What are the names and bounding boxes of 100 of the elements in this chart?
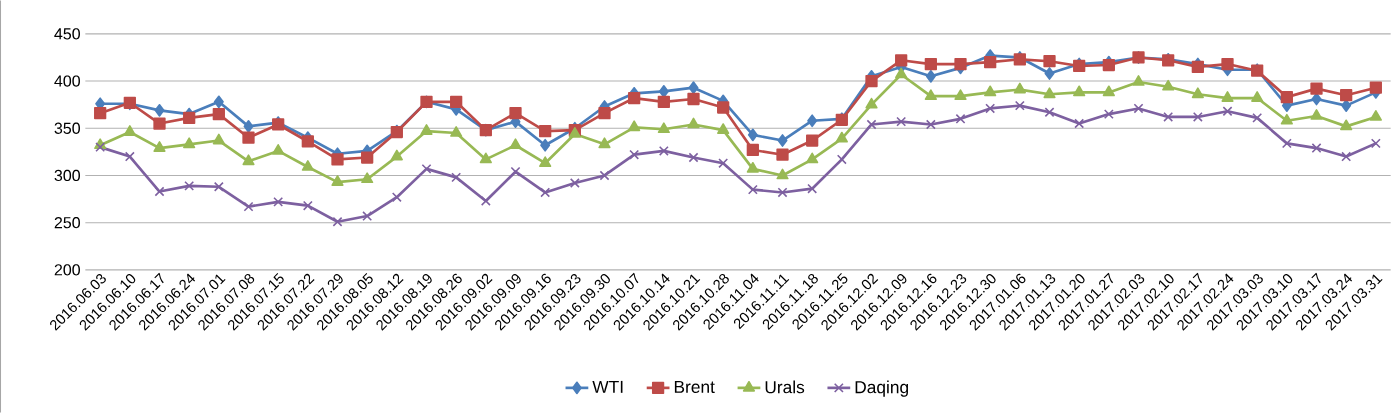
point <box>746 161 759 173</box>
point <box>242 154 255 166</box>
point <box>925 69 936 83</box>
point <box>777 134 788 147</box>
point <box>747 184 758 195</box>
point <box>687 92 700 106</box>
point <box>954 89 967 100</box>
point <box>273 196 284 207</box>
point <box>420 124 433 135</box>
point <box>1014 100 1025 111</box>
point <box>509 106 522 120</box>
point <box>331 175 344 186</box>
point <box>806 152 819 164</box>
point <box>184 180 195 191</box>
legend-label: Brent <box>674 380 715 393</box>
point <box>390 149 403 161</box>
point <box>1310 82 1323 95</box>
point <box>1340 119 1353 131</box>
point <box>1073 85 1086 97</box>
point <box>509 138 522 150</box>
point <box>985 103 996 114</box>
point <box>1280 113 1293 125</box>
point <box>598 137 611 149</box>
point <box>776 148 789 161</box>
y-tick-label: 400 <box>54 75 80 87</box>
point <box>154 186 165 197</box>
point <box>242 131 255 144</box>
point <box>212 107 225 121</box>
point <box>1102 85 1115 97</box>
point <box>836 154 847 165</box>
point <box>243 119 254 133</box>
point <box>1044 107 1055 118</box>
point <box>657 95 670 108</box>
point <box>539 124 552 138</box>
y-tick-label: 300 <box>54 169 80 182</box>
point <box>213 181 224 192</box>
point <box>301 135 314 148</box>
y-tick-label: 250 <box>54 216 80 229</box>
point <box>124 151 135 162</box>
point <box>1044 67 1055 80</box>
point <box>361 172 374 184</box>
y-tick-label: 200 <box>54 264 80 276</box>
point <box>776 168 789 180</box>
point <box>747 128 758 142</box>
point <box>835 131 848 143</box>
point <box>1074 118 1085 129</box>
point <box>1221 57 1234 71</box>
point <box>984 56 997 69</box>
point <box>1162 79 1175 91</box>
point <box>925 119 936 130</box>
point <box>688 152 699 163</box>
point <box>806 134 819 147</box>
point <box>628 91 641 105</box>
point <box>479 152 492 164</box>
point <box>1222 106 1233 117</box>
point <box>807 183 818 194</box>
point <box>629 149 640 160</box>
point <box>183 111 196 124</box>
point <box>1370 138 1381 149</box>
point <box>391 192 402 203</box>
point <box>1369 81 1382 94</box>
point <box>94 106 107 120</box>
point <box>302 200 313 211</box>
point <box>212 133 225 145</box>
point <box>421 163 432 174</box>
point <box>1341 151 1352 162</box>
point <box>866 119 877 130</box>
point <box>450 126 463 137</box>
point <box>1192 111 1203 122</box>
y-tick-label: 350 <box>54 122 80 134</box>
point <box>895 54 908 67</box>
point <box>1252 112 1263 123</box>
point <box>272 143 285 155</box>
point <box>1043 55 1056 68</box>
point <box>1311 143 1322 153</box>
point <box>954 57 967 71</box>
point <box>154 103 165 117</box>
point <box>1133 103 1144 114</box>
point <box>807 114 818 128</box>
point <box>1310 109 1323 120</box>
point <box>746 143 759 157</box>
point <box>865 74 878 88</box>
point <box>1340 89 1353 102</box>
point <box>1221 91 1234 102</box>
point <box>332 216 343 227</box>
point <box>687 117 700 129</box>
point <box>1043 87 1056 99</box>
point <box>924 57 937 71</box>
point <box>1369 109 1382 121</box>
point <box>1191 87 1204 99</box>
point <box>1280 90 1293 104</box>
point <box>539 156 552 168</box>
point <box>451 172 462 183</box>
point <box>569 178 580 188</box>
point <box>896 116 907 127</box>
point <box>1163 111 1174 122</box>
point <box>1103 109 1114 120</box>
point <box>123 125 136 136</box>
point <box>183 137 196 149</box>
point <box>1132 75 1145 86</box>
